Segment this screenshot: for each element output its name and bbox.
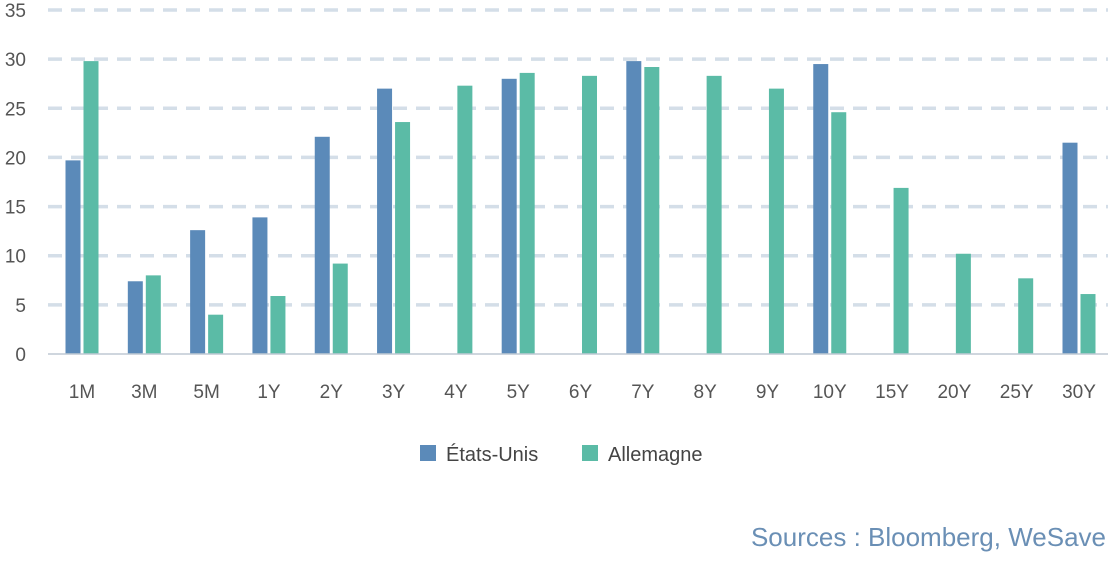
y-tick-label: 0 xyxy=(15,345,26,366)
x-axis-ticks: 1M 3M 5M 1Y 2Y 3Y 4Y 5Y 6Y 7Y 8Y 9Y 10Y 15Y 20Y 25Y 30Y xyxy=(69,382,1096,403)
x-tick-label: 1Y xyxy=(257,382,281,403)
bar-allemagne-6Y xyxy=(582,75,597,354)
bar-etats-unis-1Y xyxy=(252,217,268,354)
bar-allemagne-1Y xyxy=(270,296,286,354)
bar-allemagne-3M xyxy=(145,275,161,354)
bar-allemagne-1M xyxy=(83,61,99,354)
bars xyxy=(65,61,1096,355)
bar-allemagne-10Y xyxy=(831,112,847,355)
bar-etats-unis-30Y xyxy=(1062,142,1078,354)
bar-etats-unis-3M xyxy=(127,281,143,354)
x-tick-label: 5Y xyxy=(507,382,531,403)
x-tick-label: 6Y xyxy=(569,382,593,403)
x-tick-label: 1M xyxy=(69,382,95,403)
x-tick-label: 4Y xyxy=(444,382,468,403)
bar-etats-unis-7Y xyxy=(626,61,642,354)
bar-etats-unis-3Y xyxy=(377,88,393,354)
x-tick-label: 25Y xyxy=(1000,382,1034,403)
y-tick-label: 25 xyxy=(5,99,26,120)
legend-label: Allemagne xyxy=(608,444,703,466)
y-axis-ticks: 0 5 10 15 20 25 30 35 xyxy=(5,1,26,366)
x-tick-label: 2Y xyxy=(320,382,344,403)
bar-etats-unis-2Y xyxy=(314,136,330,354)
bar-allemagne-2Y xyxy=(332,263,348,354)
x-tick-label: 3M xyxy=(131,382,157,403)
legend-label: États-Unis xyxy=(446,443,538,466)
legend: États-Unis Allemagne xyxy=(420,443,703,466)
bar-allemagne-9Y xyxy=(768,88,784,354)
x-tick-label: 30Y xyxy=(1062,382,1096,403)
y-tick-label: 10 xyxy=(5,247,26,268)
y-tick-label: 15 xyxy=(5,198,26,219)
legend-swatch xyxy=(420,445,436,461)
bar-allemagne-20Y xyxy=(955,253,971,354)
bar-etats-unis-10Y xyxy=(813,64,829,355)
y-tick-label: 35 xyxy=(5,1,26,22)
bar-allemagne-8Y xyxy=(706,75,722,354)
bar-allemagne-4Y xyxy=(457,85,473,355)
bar-allemagne-30Y xyxy=(1080,294,1096,354)
bar-etats-unis-1M xyxy=(65,160,81,354)
y-tick-label: 5 xyxy=(15,296,26,317)
x-tick-label: 9Y xyxy=(756,382,780,403)
bar-etats-unis-5Y xyxy=(501,78,517,355)
x-tick-label: 8Y xyxy=(694,382,718,403)
x-tick-label: 5M xyxy=(193,382,219,403)
source-note: Sources : Bloomberg, WeSave xyxy=(750,522,1106,552)
bar-allemagne-15Y xyxy=(893,187,909,354)
x-tick-label: 20Y xyxy=(937,382,971,403)
y-tick-label: 30 xyxy=(5,50,26,71)
y-tick-label: 20 xyxy=(5,148,26,169)
legend-swatch xyxy=(582,445,598,461)
grid-lines xyxy=(48,8,1108,307)
bar-allemagne-7Y xyxy=(644,67,660,355)
x-tick-label: 7Y xyxy=(631,382,655,403)
bar-allemagne-25Y xyxy=(1018,278,1034,354)
bar-allemagne-5M xyxy=(208,314,224,354)
bar-allemagne-3Y xyxy=(395,122,411,354)
x-tick-label: 10Y xyxy=(813,382,847,403)
bar-allemagne-5Y xyxy=(519,72,535,354)
bar-etats-unis-5M xyxy=(190,230,206,354)
x-tick-label: 15Y xyxy=(875,382,909,403)
x-tick-label: 3Y xyxy=(382,382,406,403)
